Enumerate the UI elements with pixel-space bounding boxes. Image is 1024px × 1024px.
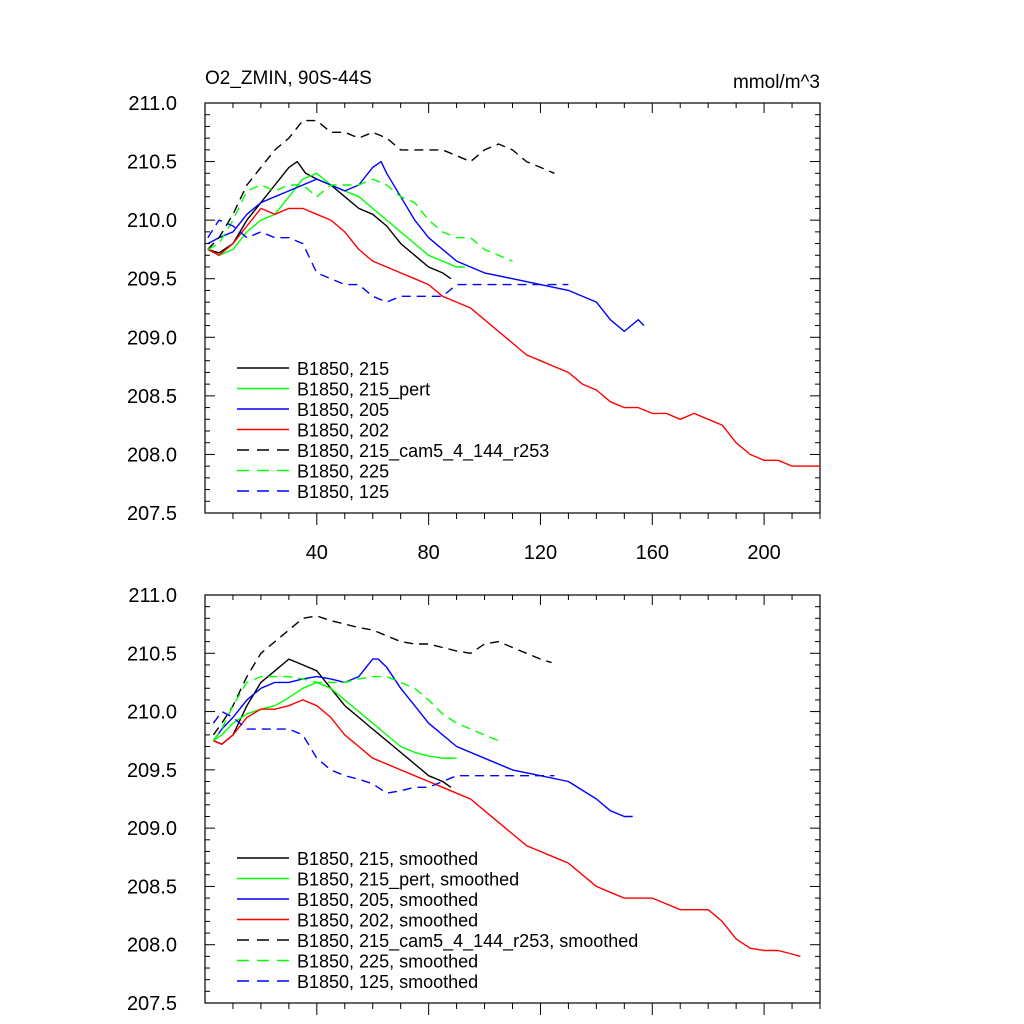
series-line-5 [207,119,555,250]
y-tick-label: 208.5 [127,386,177,408]
series-line-7 [212,710,555,794]
figure-units: mmol/m^3 [733,72,820,93]
legend-label: B1850, 215, smoothed [297,849,478,869]
series-line-3 [212,658,633,818]
x-tick-label: 80 [418,542,440,564]
x-tick-label: 40 [306,542,328,564]
legend-label: B1850, 205, smoothed [297,890,478,910]
legend-label: B1850, 215_cam5_4_144_r253 [297,441,549,462]
y-tick-label: 208.0 [127,935,177,957]
y-tick-label: 210.0 [127,210,177,232]
y-tick-label: 208.0 [127,444,177,466]
bottom-panel: 207.5 208.0 208.5 209.0 209.5 210.0 210.5 211.0… [127,585,821,1015]
legend-label: B1850, 125, smoothed [297,972,478,992]
legend-label: B1850, 215_pert, smoothed [297,870,519,891]
legend-label: B1850, 225, smoothed [297,952,478,972]
series-line-6 [212,675,499,742]
y-tick-label: 209.5 [127,269,177,291]
legend-label: B1850, 202, smoothed [297,911,478,931]
series-line-4 [207,207,820,467]
y-tick-label: 208.5 [127,876,177,898]
top-panel: 207.5 208.0 208.5 209.0 209.5 210.0 210.5 211.0… [127,93,821,564]
legend-label: B1850, 215_cam5_4_144_r253, smoothed [297,931,638,952]
x-tick-label: 160 [636,542,669,564]
legend-label: B1850, 215_pert [297,380,430,401]
series-line-3 [207,160,645,333]
y-tick-label: 209.5 [127,760,177,782]
series-line-7 [207,219,569,303]
y-tick-label: 207.5 [127,503,177,525]
legend-label: B1850, 225 [297,462,389,482]
y-tick-label: 210.0 [127,702,177,724]
figure-title: O2_ZMIN, 90S-44S [205,68,372,89]
legend-label: B1850, 125 [297,482,389,502]
legend-label: B1850, 202 [297,421,389,441]
series-line-5 [212,615,552,736]
series-line-2 [213,681,457,759]
y-tick-label: 210.5 [127,152,177,174]
series-line-6 [207,178,513,262]
y-tick-label: 209.0 [127,818,177,840]
series-line-1 [213,658,452,788]
y-tick-label: 209.0 [127,327,177,349]
x-tick-label: 120 [524,542,557,564]
series-line-4 [213,699,801,958]
y-tick-label: 210.5 [127,643,177,665]
x-tick-label: 200 [747,542,780,564]
legend-label: B1850, 215 [297,359,389,379]
legend-label: B1850, 205 [297,400,389,420]
y-tick-label: 211.0 [128,93,177,115]
y-tick-label: 207.5 [127,993,177,1015]
y-tick-label: 211.0 [128,585,177,607]
